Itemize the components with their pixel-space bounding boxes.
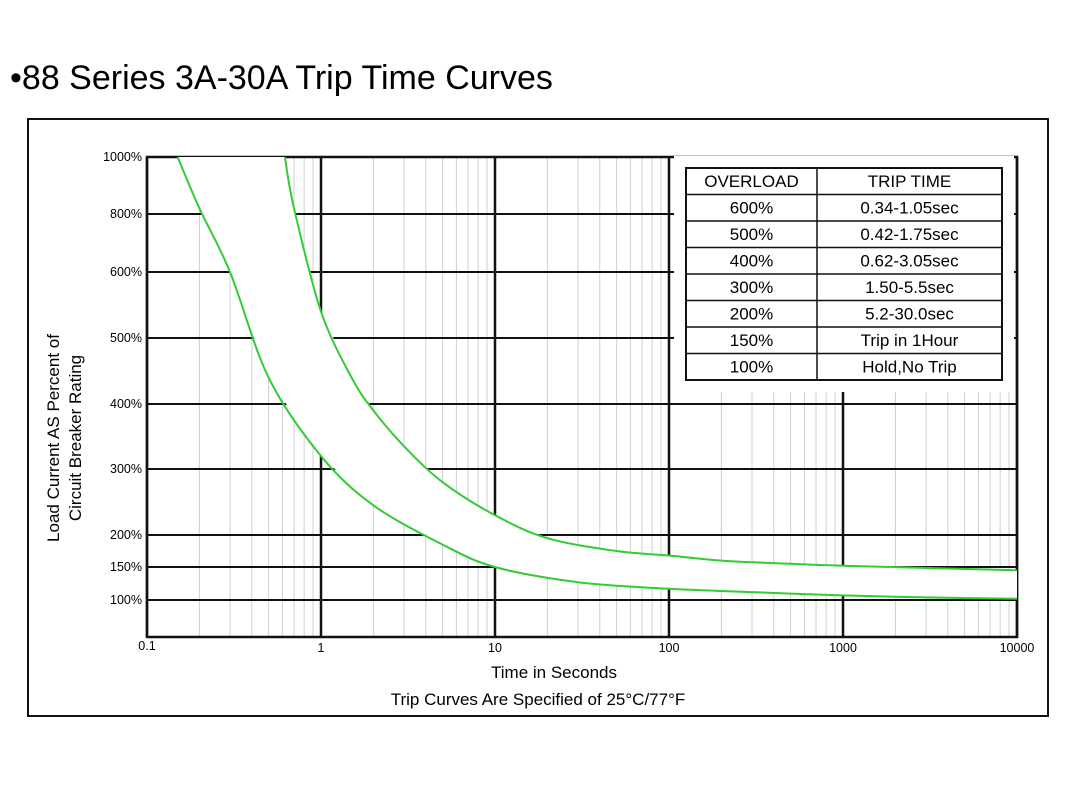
table-cell-trip-time: 0.42-1.75sec: [860, 225, 959, 244]
x-tick-label: 10000: [1000, 641, 1035, 655]
min-trip-curve: [176, 156, 1018, 600]
table-header-trip-time: TRIP TIME: [868, 172, 951, 191]
x-tick-label: 10: [488, 641, 502, 655]
y-tick-label: 200%: [110, 528, 142, 542]
table-cell-overload: 100%: [730, 358, 773, 377]
minor-grid: [198, 157, 1010, 637]
table-cell-overload: 300%: [730, 278, 773, 297]
y-axis-title-line2: Circuit Breaker Rating: [66, 355, 85, 521]
y-tick-label: 400%: [110, 397, 142, 411]
table-cell-overload: 200%: [730, 305, 773, 324]
trip-curves: [176, 156, 1018, 600]
y-tick-label: 800%: [110, 207, 142, 221]
chart-subtitle: Trip Curves Are Specified of 25°C/77°F: [391, 690, 686, 709]
x-tick-label: 100: [659, 641, 680, 655]
trip-band-fill: [177, 157, 1018, 599]
table-cell-trip-time: 0.34-1.05sec: [860, 199, 959, 218]
x-tick-labels: 0.1 1 10 100 1000 10000: [138, 639, 1034, 655]
x-axis-title: Time in Seconds: [491, 663, 617, 682]
table-cell-trip-time: Hold,No Trip: [862, 358, 956, 377]
table-header-overload: OVERLOAD: [704, 172, 798, 191]
max-trip-curve: [283, 156, 1018, 572]
plot-border: [145, 155, 1019, 639]
table-cell-overload: 400%: [730, 252, 773, 271]
y-tick-label: 1000%: [103, 150, 142, 164]
trip-time-table: OVERLOAD TRIP TIME 600% 0.34-1.05sec 500% 0.4…: [674, 156, 1014, 392]
x-tick-label: 0.1: [138, 639, 155, 653]
y-tick-label: 500%: [110, 331, 142, 345]
y-tick-label: 150%: [110, 560, 142, 574]
y-axis-title-line1: Load Current AS Percent of: [44, 334, 63, 542]
x-tick-label: 1000: [829, 641, 857, 655]
table-cell-trip-time: 0.62-3.05sec: [860, 252, 959, 271]
table-cell-trip-time: 1.50-5.5sec: [865, 278, 954, 297]
slide-title: •88 Series 3A-30A Trip Time Curves: [10, 59, 553, 97]
table-cell-trip-time: 5.2-30.0sec: [865, 305, 954, 324]
y-tick-label: 600%: [110, 265, 142, 279]
chart-frame: [27, 118, 1049, 717]
y-tick-label: 300%: [110, 462, 142, 476]
table-cell-overload: 600%: [730, 199, 773, 218]
table-cell-overload: 150%: [730, 331, 773, 350]
table-cell-trip-time: Trip in 1Hour: [861, 331, 959, 350]
x-tick-label: 1: [318, 641, 325, 655]
y-tick-label: 100%: [110, 593, 142, 607]
table-cell-overload: 500%: [730, 225, 773, 244]
y-tick-labels: 1000% 800% 600% 500% 400% 300% 200% 150% 100%: [103, 150, 142, 607]
